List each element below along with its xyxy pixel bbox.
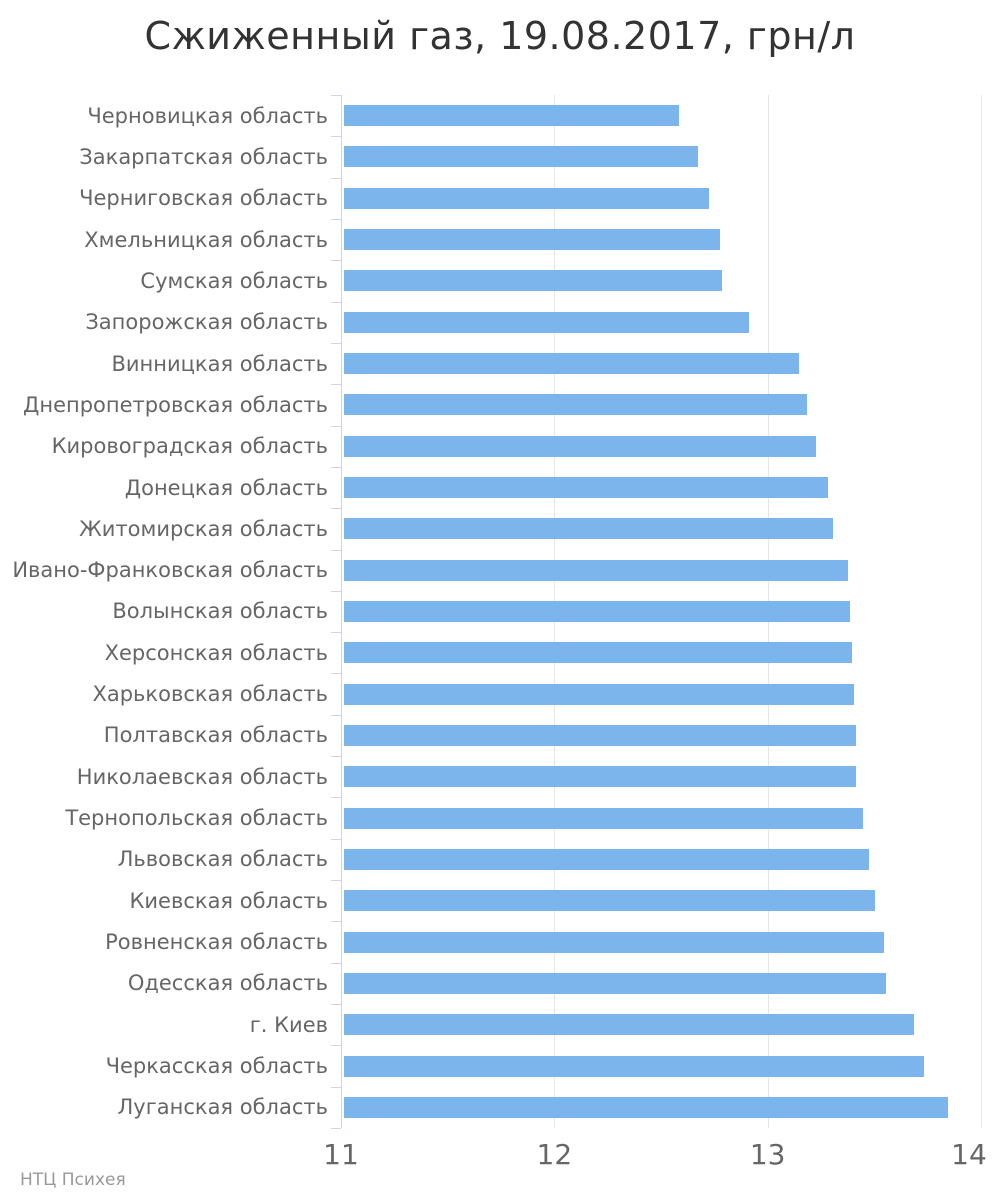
bar[interactable] (344, 518, 833, 540)
value-axis-label: 12 (536, 1138, 573, 1171)
axis-tick (331, 714, 341, 716)
axis-tick (331, 549, 341, 551)
category-label: Одесская область (127, 971, 328, 996)
bar[interactable] (344, 394, 808, 416)
bar[interactable] (344, 270, 722, 292)
plot-area (341, 95, 982, 1128)
axis-tick (331, 921, 341, 923)
category-label: Хмельницкая область (84, 227, 328, 252)
bar[interactable] (344, 1055, 925, 1077)
category-axis-labels: Черновицкая область Закарпатская область Ч… (0, 95, 328, 1128)
axis-tick (331, 590, 341, 592)
bar[interactable] (344, 890, 876, 912)
bar[interactable] (344, 972, 886, 994)
axis-tick (331, 136, 341, 138)
category-label: Закарпатская область (79, 144, 328, 169)
axis-tick (331, 177, 341, 179)
bar[interactable] (344, 642, 852, 664)
axis-tick (331, 756, 341, 758)
bar[interactable] (344, 477, 829, 499)
bar[interactable] (344, 601, 850, 622)
category-label: Львовская область (117, 847, 328, 872)
bar[interactable] (344, 848, 869, 870)
bar[interactable] (344, 146, 699, 168)
bar[interactable] (344, 931, 884, 953)
bar[interactable] (344, 435, 816, 457)
axis-tick (331, 301, 341, 303)
bar[interactable] (344, 353, 799, 375)
axis-tick (331, 962, 341, 964)
bar[interactable] (344, 683, 854, 705)
axis-tick (331, 425, 341, 427)
category-label: Запорожская область (85, 310, 328, 335)
axis-tick (331, 1004, 341, 1006)
bar[interactable] (344, 229, 720, 251)
category-label: Черновицкая область (87, 103, 328, 128)
value-axis-label: 13 (749, 1138, 786, 1171)
bar[interactable] (344, 766, 857, 788)
category-label: Николаевская область (76, 764, 328, 789)
axis-tick (331, 466, 341, 468)
bar[interactable] (344, 105, 680, 127)
category-label: Донецкая область (124, 475, 328, 500)
axis-tick (331, 632, 341, 634)
category-label: Черкасская область (105, 1054, 328, 1079)
value-axis-label: 14 (951, 1138, 987, 1171)
credits-label: НТЦ Психея (20, 1170, 126, 1190)
axis-tick (331, 508, 341, 510)
axis-tick (331, 1128, 341, 1129)
axis-tick (331, 673, 341, 675)
axis-tick (331, 797, 341, 799)
bar[interactable] (344, 559, 848, 581)
bar[interactable] (344, 807, 863, 829)
bar[interactable] (344, 311, 750, 333)
category-label: Днепропетровская область (22, 392, 328, 417)
category-label: Житомирская область (79, 516, 328, 541)
axis-tick (331, 218, 341, 220)
category-label: Киевская область (129, 888, 328, 913)
chart-title: Сжиженный газ, 19.08.2017, грн/л (144, 14, 856, 58)
bar[interactable] (344, 1096, 948, 1118)
axis-tick (331, 260, 341, 262)
category-label: Тернопольская область (65, 806, 328, 831)
axis-tick (331, 838, 341, 840)
category-label: Черниговская область (79, 186, 328, 211)
axis-tick (331, 384, 341, 386)
category-label: Кировоградская область (51, 434, 328, 459)
category-label: Херсонская область (104, 640, 328, 665)
category-label: Харьковская область (92, 682, 328, 707)
axis-tick (331, 880, 341, 882)
category-label: Ивано-Франковская область (12, 558, 328, 583)
category-label: Волынская область (112, 599, 328, 624)
category-label: Луганская область (117, 1095, 328, 1120)
value-axis-label: 11 (323, 1138, 359, 1171)
category-label: Ровненская область (105, 930, 328, 955)
axis-tick (331, 1045, 341, 1047)
category-label: Винницкая область (111, 351, 328, 376)
category-label: г. Киев (249, 1012, 328, 1037)
axis-tick (331, 1086, 341, 1088)
axis-tick (331, 95, 341, 96)
bar[interactable] (344, 724, 857, 746)
gridline (981, 95, 982, 1128)
category-label: Полтавская область (103, 723, 328, 748)
category-label: Сумская область (140, 268, 328, 293)
axis-tick (331, 342, 341, 344)
bar[interactable] (344, 187, 709, 209)
bar[interactable] (344, 1014, 914, 1036)
